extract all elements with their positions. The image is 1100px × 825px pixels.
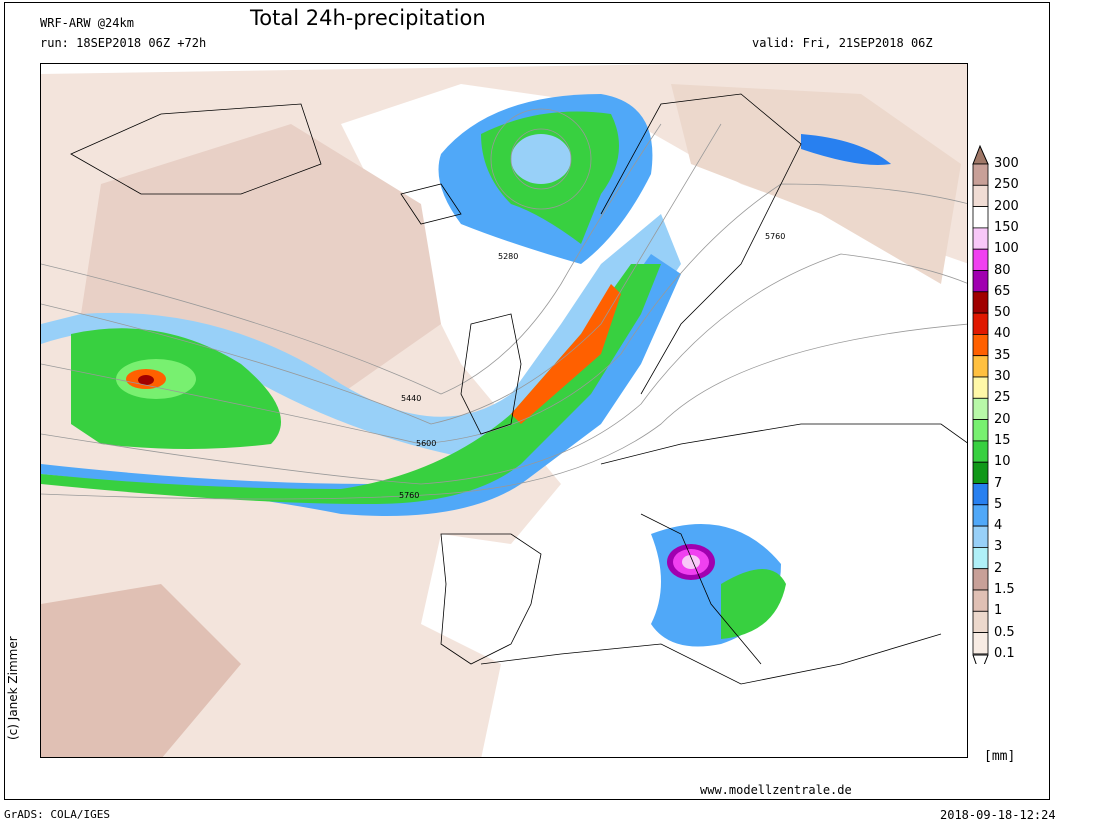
legend-bar xyxy=(972,144,989,664)
legend-label: 4 xyxy=(994,518,1003,534)
med-storm xyxy=(721,569,786,639)
map-title: Total 24h-precipitation xyxy=(250,6,486,30)
legend-swatch xyxy=(972,355,989,378)
legend-label: 300 xyxy=(994,156,1019,171)
legend-swatch xyxy=(972,504,989,527)
legend-label: 200 xyxy=(994,198,1019,214)
legend-swatch xyxy=(972,333,989,357)
geopotential-contours xyxy=(41,108,967,500)
precipitation-map: 5280 5440 5600 5760 5760 xyxy=(40,63,968,758)
legend-swatch xyxy=(972,461,989,484)
legend-swatch xyxy=(972,525,989,548)
legend-label: 100 xyxy=(994,241,1019,257)
contour-label: 5760 xyxy=(399,491,419,500)
map-canvas: 5280 5440 5600 5760 5760 xyxy=(41,64,967,757)
legend-label: 1.5 xyxy=(994,582,1015,597)
coastlines xyxy=(70,93,967,685)
light-precip-area xyxy=(41,584,241,757)
rain-band xyxy=(41,264,661,504)
legend-over-arrow xyxy=(972,144,989,165)
legend-swatch xyxy=(972,227,989,250)
cyclone-rain xyxy=(511,134,571,184)
legend-swatch xyxy=(972,184,989,207)
legend-swatch xyxy=(972,270,989,293)
legend-unit: [mm] xyxy=(984,749,1016,764)
software-label: GrADS: COLA/IGES xyxy=(4,808,110,821)
legend-swatch xyxy=(972,248,989,271)
legend-label: 3 xyxy=(994,539,1003,555)
legend-swatch xyxy=(972,397,989,421)
light-precip-area xyxy=(671,84,961,284)
rain-band xyxy=(41,214,681,464)
legend-swatch xyxy=(972,632,989,655)
credit-label: (c) Janek Zimmer xyxy=(6,636,20,740)
legend-swatch xyxy=(972,483,989,506)
valid-label: valid: Fri, 21SEP2018 06Z xyxy=(752,36,933,50)
legend-label: 250 xyxy=(994,177,1019,193)
legend-swatch xyxy=(972,291,989,314)
legend-label: 80 xyxy=(994,262,1011,278)
contour-label: 5280 xyxy=(498,252,518,261)
rain-area xyxy=(801,134,891,165)
legend-label: 7 xyxy=(994,475,1003,491)
legend-label: 150 xyxy=(994,219,1019,235)
run-label: run: 18SEP2018 06Z +72h xyxy=(40,36,207,50)
legend-swatch xyxy=(972,419,989,442)
heavy-rain xyxy=(511,284,621,424)
legend-label: 2 xyxy=(994,560,1003,576)
legend-swatch xyxy=(972,546,989,570)
legend-swatch xyxy=(972,312,989,335)
timestamp-label: 2018-09-18-12:24 xyxy=(940,808,1056,822)
legend-swatch xyxy=(972,589,989,612)
legend-label: 5 xyxy=(994,496,1003,512)
contour-label: 5440 xyxy=(401,394,421,403)
legend-label: 35 xyxy=(994,347,1011,363)
legend-label: 0.5 xyxy=(994,624,1015,640)
legend-under-arrow xyxy=(972,654,989,664)
contour-label: 5600 xyxy=(416,439,436,448)
legend-swatch xyxy=(972,206,989,229)
legend-label: 50 xyxy=(994,305,1011,321)
legend-label: 30 xyxy=(994,369,1011,384)
legend-label: 25 xyxy=(994,390,1011,406)
contour-label: 5760 xyxy=(765,232,785,241)
legend-swatch xyxy=(972,610,989,633)
legend-label: 65 xyxy=(994,283,1011,299)
legend-label: 20 xyxy=(994,411,1011,427)
med-storm-core xyxy=(682,555,700,569)
legend-label: 0.1 xyxy=(994,645,1015,661)
legend-label: 15 xyxy=(994,432,1011,448)
legend-swatch xyxy=(972,440,989,463)
legend-label: 10 xyxy=(994,454,1011,470)
legend-swatch xyxy=(972,376,989,399)
plot-frame xyxy=(4,2,1050,800)
legend-swatch xyxy=(972,568,989,591)
legend-label: 1 xyxy=(994,603,1003,619)
model-label: WRF-ARW @24km xyxy=(40,16,134,30)
heavy-rain xyxy=(138,375,154,385)
website-label: www.modellzentrale.de xyxy=(700,783,852,797)
legend-label: 40 xyxy=(994,326,1011,342)
legend-swatch xyxy=(972,163,989,186)
